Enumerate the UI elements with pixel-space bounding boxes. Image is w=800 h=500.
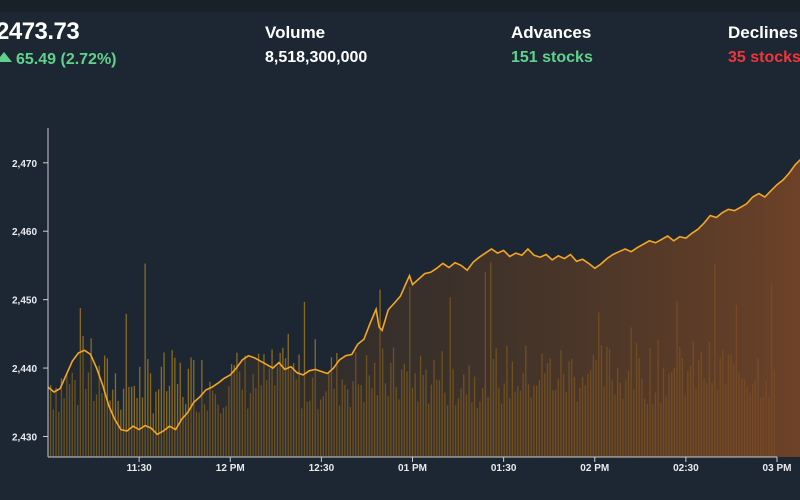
volume-bar — [149, 373, 152, 457]
volume-bar — [128, 386, 130, 457]
volume-bar — [136, 398, 138, 457]
volume-bar — [144, 263, 146, 457]
volume-bar — [147, 359, 149, 457]
x-tick-label: 11:30 — [127, 463, 152, 474]
index-change-value: 65.49 (2.72%) — [16, 51, 117, 68]
volume-bar — [174, 357, 176, 457]
x-tick-label: 12 PM — [216, 463, 245, 474]
volume-bar — [139, 366, 141, 457]
y-tick-label: 2,430 — [12, 432, 37, 443]
y-tick-label: 2,440 — [12, 364, 37, 375]
index-price: 2473.73 — [0, 18, 80, 45]
volume-bar — [125, 313, 127, 457]
advances-label: Advances — [511, 23, 592, 42]
volume-value: 8,518,300,000 — [265, 49, 368, 66]
x-tick-label: 01:30 — [491, 463, 517, 474]
volume-bar — [155, 391, 157, 457]
volume-label: Volume — [265, 23, 326, 42]
volume-bar — [176, 383, 179, 457]
declines-stat: Declines 35 stocks — [728, 20, 800, 70]
declines-label: Declines — [728, 23, 798, 42]
y-ticks: 2,430 2,440 2,450 2,460 2,470 — [12, 159, 48, 443]
volume-bar — [166, 391, 168, 457]
price-line — [47, 158, 800, 436]
x-tick-label: 01 PM — [398, 463, 427, 474]
index-change: 65.49 (2.72%) — [0, 48, 117, 72]
x-ticks: 11:30 12 PM 12:30 01 PM 01:30 02 PM 02:30 03 PM — [127, 457, 792, 474]
x-tick-label: 03 PM — [763, 463, 792, 474]
volume-bar — [171, 350, 173, 457]
declines-value: 35 stocks — [728, 49, 800, 66]
up-arrow-icon — [0, 52, 12, 62]
x-tick-label: 02 PM — [580, 463, 609, 474]
price-area — [48, 159, 800, 457]
volume-bar — [168, 385, 171, 457]
volume-bar — [163, 352, 165, 457]
x-tick-label: 12:30 — [309, 463, 335, 474]
volume-bar — [122, 388, 125, 457]
volume-bar — [179, 362, 181, 457]
x-tick-label: 02:30 — [673, 463, 699, 474]
volume-bar — [158, 389, 160, 457]
index-summary: 2473.73 65.49 (2.72%) — [0, 18, 117, 72]
volume-bar — [133, 385, 135, 457]
y-tick-label: 2,450 — [12, 296, 37, 307]
top-band — [0, 0, 800, 12]
market-summary: 2473.73 65.49 (2.72%) Volume 8,518,300,0… — [0, 18, 800, 80]
advances-value: 151 stocks — [511, 49, 593, 66]
volume-stat: Volume 8,518,300,000 — [265, 20, 367, 70]
volume-bar — [131, 386, 133, 457]
volume-bar — [114, 373, 117, 457]
volume-bar — [160, 366, 162, 457]
advances-stat: Advances 151 stocks — [511, 20, 593, 70]
y-tick-label: 2,460 — [12, 227, 37, 238]
y-tick-label: 2,470 — [12, 159, 37, 170]
